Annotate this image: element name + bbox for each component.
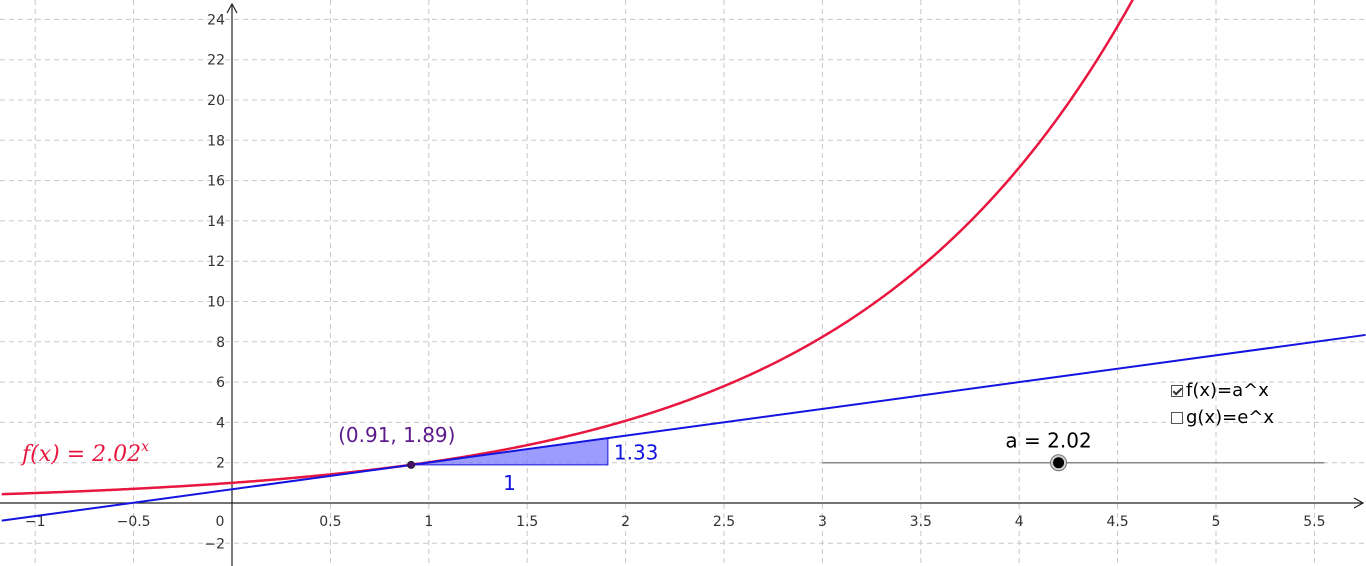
- checkbox-g-label: g(x)=e^x: [1186, 407, 1275, 428]
- x-tick-label: 5: [1212, 514, 1221, 530]
- checkbox-f-label: f(x)=a^x: [1186, 380, 1269, 401]
- tick-labels: −1 −0.5 0 0.5 1 1.5 2 2.5 3 3.5 4 4.5 5 5.5−224681012…: [25, 12, 1326, 552]
- x-tick-label: 0: [216, 514, 225, 530]
- function-label: f(x) = 2.02x: [20, 439, 149, 467]
- y-tick-label: 12: [207, 254, 225, 270]
- point-label: (0.91, 1.89): [338, 423, 455, 447]
- x-tick-label: 0.5: [319, 514, 341, 530]
- x-tick-label: −0.5: [117, 514, 151, 530]
- slider-knob-center[interactable]: [1053, 457, 1065, 469]
- slider-label: a = 2.02: [1005, 429, 1091, 453]
- x-tick-label: 5.5: [1303, 514, 1325, 530]
- y-tick-label: 10: [207, 295, 225, 311]
- function-label-exponent: x: [141, 439, 149, 455]
- y-axis-arrow: [226, 2, 238, 14]
- y-tick-label: 20: [207, 93, 225, 109]
- slope-run-label: 1: [503, 471, 516, 495]
- slider-a[interactable]: a = 2.02: [822, 429, 1325, 472]
- x-tick-label: 3.5: [910, 514, 932, 530]
- y-tick-label: 4: [216, 415, 225, 431]
- y-tick-label: 14: [207, 214, 225, 230]
- y-tick-label: 8: [216, 335, 225, 351]
- checkbox-f-box[interactable]: [1171, 384, 1183, 397]
- y-tick-label: 2: [216, 456, 225, 472]
- tangent-line[interactable]: [1, 333, 1366, 522]
- slope-rise-label: 1.33: [614, 441, 659, 465]
- x-tick-label: 3: [818, 514, 827, 530]
- x-tick-label: 4: [1015, 514, 1024, 530]
- tangent-point[interactable]: [407, 460, 416, 469]
- x-tick-label: 2.5: [713, 514, 735, 530]
- x-tick-label: −1: [25, 514, 46, 530]
- y-tick-label: 6: [216, 375, 225, 391]
- x-tick-label: 2: [621, 514, 630, 530]
- y-tick-label: 22: [207, 53, 225, 69]
- checkbox-g-box[interactable]: [1171, 411, 1183, 424]
- function-label-text: f(x) = 2.02: [20, 442, 141, 467]
- x-tick-label: 1.5: [516, 514, 538, 530]
- y-tick-label: −2: [204, 536, 225, 552]
- y-tick-label: 16: [207, 174, 225, 190]
- y-tick-label: 18: [207, 133, 225, 149]
- checkbox-g[interactable]: g(x)=e^x: [1171, 407, 1274, 428]
- y-tick-label: 24: [207, 12, 225, 28]
- x-axis-arrow: [1353, 497, 1365, 509]
- x-tick-label: 1: [424, 514, 433, 530]
- f-curve[interactable]: [1, 0, 1143, 496]
- checkbox-f[interactable]: f(x)=a^x: [1171, 380, 1269, 401]
- x-tick-label: 4.5: [1106, 514, 1128, 530]
